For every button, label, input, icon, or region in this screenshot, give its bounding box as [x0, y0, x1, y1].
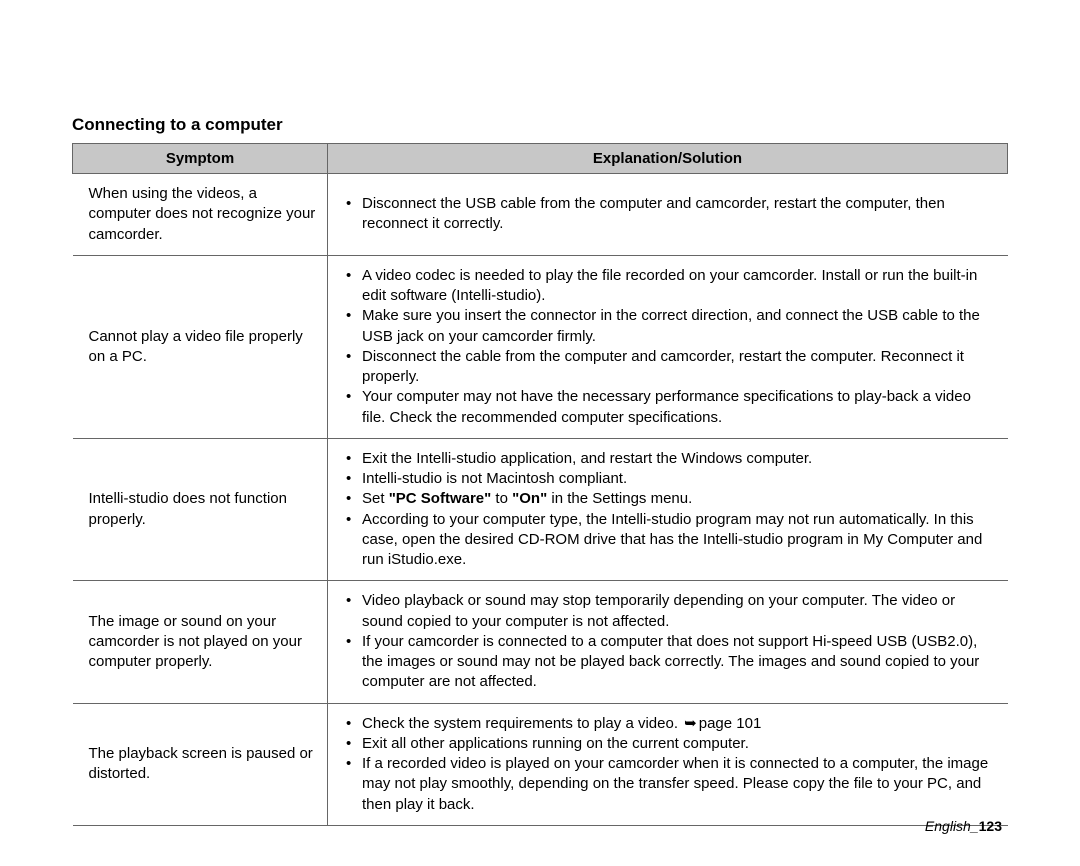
solution-cell: Disconnect the USB cable from the comput…	[328, 174, 1008, 256]
pageref-icon: ➥	[684, 714, 697, 734]
table-row: Intelli-studio does not function properl…	[73, 438, 1008, 581]
page-footer: English_123	[925, 818, 1002, 834]
symptom-cell: Cannot play a video file properly on a P…	[73, 255, 328, 438]
solution-list: Check the system requirements to play a …	[344, 714, 998, 815]
list-item: Set "PC Software" to "On" in the Setting…	[344, 489, 998, 509]
header-solution: Explanation/Solution	[328, 144, 1008, 174]
list-item: If your camcorder is connected to a comp…	[344, 632, 998, 693]
bold-text: "PC Software"	[389, 490, 492, 507]
list-item: Check the system requirements to play a …	[344, 714, 998, 734]
list-item: Video playback or sound may stop tempora…	[344, 591, 998, 632]
footer-page: 123	[979, 818, 1002, 834]
symptom-cell: The image or sound on your camcorder is …	[73, 581, 328, 703]
table-row: The playback screen is paused or distort…	[73, 703, 1008, 825]
list-item: If a recorded video is played on your ca…	[344, 754, 998, 815]
symptom-cell: The playback screen is paused or distort…	[73, 703, 328, 825]
solution-cell: A video codec is needed to play the file…	[328, 255, 1008, 438]
solution-list: Video playback or sound may stop tempora…	[344, 591, 998, 692]
section-title: Connecting to a computer	[72, 115, 1008, 135]
manual-page: Connecting to a computer Symptom Explana…	[0, 0, 1080, 866]
list-item: Disconnect the cable from the computer a…	[344, 347, 998, 388]
solution-list: A video codec is needed to play the file…	[344, 266, 998, 428]
header-symptom: Symptom	[73, 144, 328, 174]
list-item: According to your computer type, the Int…	[344, 510, 998, 571]
list-item: Intelli-studio is not Macintosh complian…	[344, 469, 998, 489]
list-item: Disconnect the USB cable from the comput…	[344, 194, 998, 235]
list-item: Exit all other applications running on t…	[344, 734, 998, 754]
list-item: Your computer may not have the necessary…	[344, 387, 998, 428]
bold-text: "On"	[512, 490, 547, 507]
solution-list: Exit the Intelli-studio application, and…	[344, 449, 998, 571]
list-item: Exit the Intelli-studio application, and…	[344, 449, 998, 469]
footer-lang: English	[925, 818, 971, 834]
list-item: Make sure you insert the connector in th…	[344, 306, 998, 347]
symptom-cell: When using the videos, a computer does n…	[73, 174, 328, 256]
solution-cell: Video playback or sound may stop tempora…	[328, 581, 1008, 703]
solution-list: Disconnect the USB cable from the comput…	[344, 194, 998, 235]
solution-cell: Check the system requirements to play a …	[328, 703, 1008, 825]
list-item: A video codec is needed to play the file…	[344, 266, 998, 307]
table-row: When using the videos, a computer does n…	[73, 174, 1008, 256]
troubleshooting-table: Symptom Explanation/Solution When using …	[72, 143, 1008, 826]
table-row: Cannot play a video file properly on a P…	[73, 255, 1008, 438]
symptom-cell: Intelli-studio does not function properl…	[73, 438, 328, 581]
table-row: The image or sound on your camcorder is …	[73, 581, 1008, 703]
solution-cell: Exit the Intelli-studio application, and…	[328, 438, 1008, 581]
